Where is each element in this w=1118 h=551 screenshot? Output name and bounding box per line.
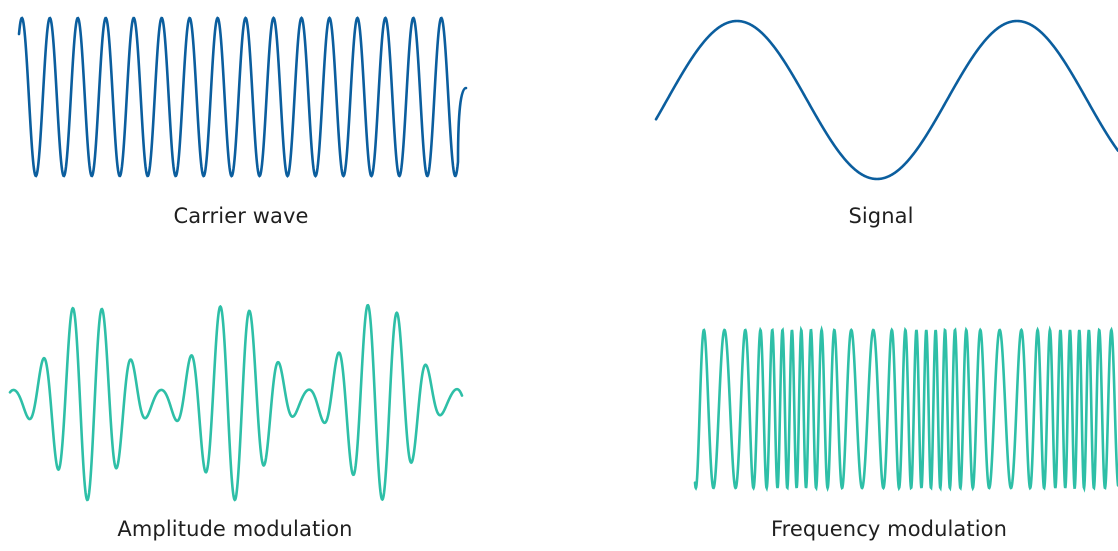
amplitude-modulation-curve xyxy=(10,305,462,500)
amplitude-modulation-caption: Amplitude modulation xyxy=(117,517,352,541)
signal-caption: Signal xyxy=(848,204,913,228)
carrier-wave-caption: Carrier wave xyxy=(173,204,308,228)
carrier-wave-curve xyxy=(19,18,466,176)
frequency-modulation-caption: Frequency modulation xyxy=(771,517,1007,541)
signal-wave-curve xyxy=(656,21,1118,179)
frequency-modulation-curve xyxy=(695,330,1118,488)
